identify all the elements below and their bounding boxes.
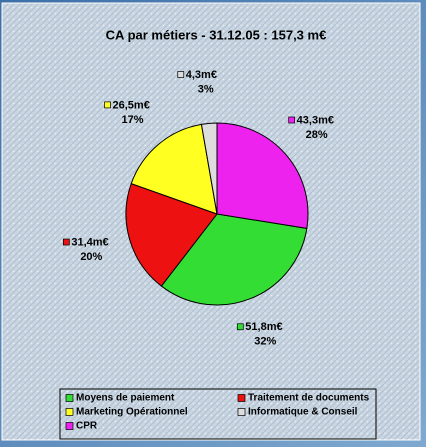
legend-swatch	[65, 408, 74, 416]
legend-swatch	[65, 422, 74, 430]
pie-slice	[216, 122, 309, 229]
percent-label: 3%	[198, 83, 214, 95]
pie-slice	[125, 182, 218, 287]
legend-swatch	[237, 394, 246, 402]
label-swatch	[177, 71, 185, 78]
value-label: 26,5m€	[113, 99, 150, 111]
legend-swatch	[65, 394, 74, 402]
legend-label: Traitement de documents	[248, 393, 370, 404]
legend-label: Moyens de paiement	[76, 393, 175, 404]
value-label: 31,4m€	[71, 236, 108, 248]
label-swatch	[288, 116, 296, 124]
percent-label: 20%	[80, 251, 102, 263]
chart-title: CA par métiers - 31.12.05 : 157,3 m€	[106, 27, 327, 42]
percent-label: 17%	[121, 114, 143, 126]
pie-slice	[130, 123, 218, 215]
legend-label: Marketing Opérationnel	[76, 407, 188, 418]
legend-label: Informatique & Conseil	[248, 407, 358, 418]
value-label: 43,3m€	[297, 114, 334, 126]
percent-label: 32%	[254, 336, 276, 348]
legend-label: CPR	[76, 421, 98, 432]
value-label: 51,8m€	[245, 321, 282, 333]
value-label: 4,3m€	[186, 69, 217, 81]
percent-label: 28%	[306, 129, 328, 141]
label-swatch	[236, 323, 244, 331]
label-swatch	[104, 101, 111, 109]
legend-swatch	[237, 408, 246, 416]
label-swatch	[62, 238, 70, 246]
pie-slice	[160, 213, 308, 306]
legend-box	[59, 388, 377, 440]
